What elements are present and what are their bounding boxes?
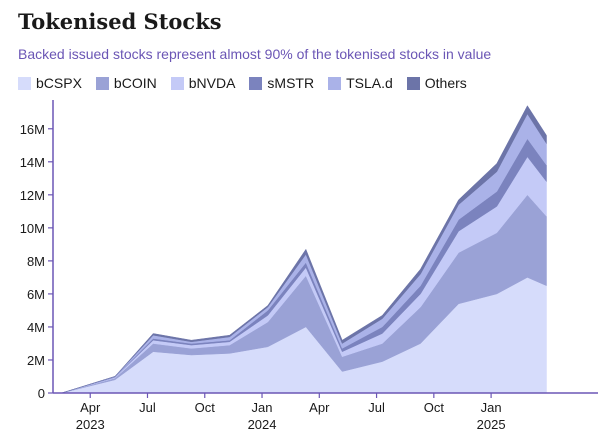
x-tick-year-label: 2023 <box>76 417 105 432</box>
x-tick-year-label: 2025 <box>477 417 506 432</box>
legend-item-bnvda: bNVDA <box>170 75 236 91</box>
area-others <box>61 105 547 394</box>
legend-item-others: Others <box>406 75 467 91</box>
legend-swatch-others <box>406 76 420 90</box>
x-tick-label: Apr <box>309 400 330 415</box>
legend-item-bcoin: bCOIN <box>95 75 157 91</box>
legend-swatch-bnvda <box>170 76 184 90</box>
legend-swatch-bcspx <box>18 76 31 90</box>
chart-title: Tokenised Stocks <box>18 9 222 34</box>
legend-label-bcoin: bCOIN <box>113 75 157 91</box>
legend-item-tslad: TSLA.d <box>328 75 393 91</box>
legend-label-smstr: sMSTR <box>267 75 315 91</box>
y-tick-label: 16M <box>20 122 45 137</box>
x-tick-label: Oct <box>424 400 445 415</box>
x-tick-label: Jan <box>481 400 502 415</box>
chart-subtitle: Backed issued stocks represent almost 90… <box>18 46 492 62</box>
legend-swatch-smstr <box>249 76 263 90</box>
legend-label-others: Others <box>424 75 467 91</box>
x-tick-label: Jul <box>368 400 385 415</box>
legend-label-tslad: TSLA.d <box>346 75 393 91</box>
legend-label-bcspx: bCSPX <box>36 75 82 91</box>
x-tick-label: Jul <box>139 400 156 415</box>
y-tick-label: 0 <box>38 386 45 401</box>
y-tick-label: 2M <box>27 353 45 368</box>
x-tick-label: Oct <box>195 400 216 415</box>
legend-label-bnvda: bNVDA <box>188 75 236 91</box>
x-tick-label: Jan <box>252 400 273 415</box>
axes: 0 2M 4M 6M 8M 10M 12M 14M 16M Apr 2023 Jul Oct Jan 202… <box>20 100 598 432</box>
x-tick-label: Apr <box>80 400 101 415</box>
legend-swatch-tslad <box>328 76 342 90</box>
y-tick-label: 4M <box>27 320 45 335</box>
y-tick-label: 6M <box>27 287 45 302</box>
area-layers <box>61 105 547 394</box>
legend-item-bcspx: bCSPX <box>18 75 82 91</box>
legend: bCSPX bCOIN bNVDA sMSTR TSLA.d Others <box>18 75 481 91</box>
y-tick-label: 14M <box>20 155 45 170</box>
legend-item-smstr: sMSTR <box>249 75 314 91</box>
legend-swatch-bcoin <box>95 76 109 90</box>
y-tick-label: 8M <box>27 254 45 269</box>
y-tick-label: 12M <box>20 188 45 203</box>
x-tick-year-label: 2024 <box>248 417 277 432</box>
y-tick-label: 10M <box>20 221 45 236</box>
